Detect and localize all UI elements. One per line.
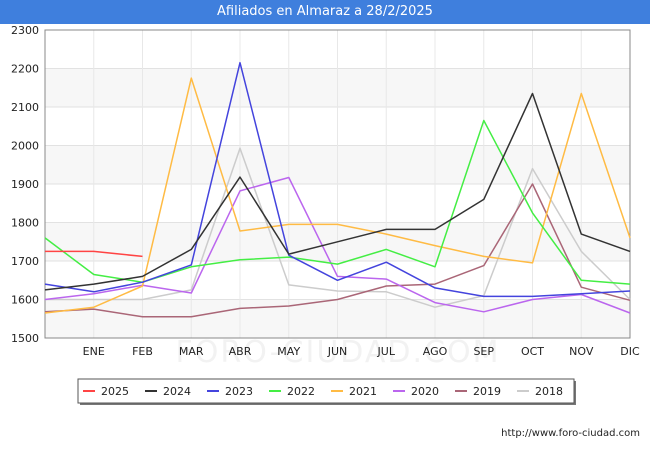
x-tick-label: ABR (229, 345, 252, 358)
series-lines (44, 61, 631, 318)
series-line-2018 (45, 147, 631, 308)
y-tick-label: 1600 (11, 294, 39, 307)
series-line-2021 (44, 77, 631, 314)
series-line-2025 (45, 250, 143, 258)
legend: 2025 2024 2023 2022 2021 2020 2019 2018 (77, 378, 576, 405)
y-axis-ticks: 1500 1600 1700 1800 1900 2000 2100 2200 2300 (11, 24, 39, 345)
x-axis-ticks: ENE FEB MAR ABR MAY JUN JUL AGO SEP OCT NOV DIC (83, 345, 640, 358)
x-tick-label: OCT (521, 345, 544, 358)
y-tick-label: 1800 (11, 217, 39, 230)
legend-label-2018: 2018 (535, 385, 563, 398)
y-tick-label: 2000 (11, 140, 39, 153)
x-tick-label: SEP (473, 345, 494, 358)
series-line-2019 (44, 183, 631, 318)
legend-label-2022: 2022 (287, 385, 315, 398)
legend-label-2023: 2023 (225, 385, 253, 398)
legend-label-2019: 2019 (473, 385, 501, 398)
legend-label-2024: 2024 (163, 385, 191, 398)
y-tick-label: 1900 (11, 178, 39, 191)
series-line-2023 (44, 61, 631, 298)
legend-label-2020: 2020 (411, 385, 439, 398)
legend-box (77, 378, 575, 404)
footer-url[interactable]: http://www.foro-ciudad.com (501, 428, 640, 439)
y-tick-label: 2300 (11, 24, 39, 37)
x-tick-label: JUL (377, 345, 396, 358)
plot-frame (44, 29, 631, 339)
x-tick-label: MAY (277, 345, 300, 358)
y-tick-label: 2200 (11, 63, 39, 76)
x-tick-label: FEB (132, 345, 153, 358)
x-tick-label: MAR (179, 345, 204, 358)
x-tick-label: DIC (620, 345, 640, 358)
legend-label-2021: 2021 (349, 385, 377, 398)
x-tick-label: ENE (83, 345, 105, 358)
chart-title: Afiliados en Almaraz a 28/2/2025 (0, 0, 650, 24)
watermark: FORO-CIUDAD.COM (176, 335, 501, 370)
y-tick-label: 2100 (11, 101, 39, 114)
x-tick-label: JUN (327, 345, 348, 358)
series-line-2024 (44, 92, 631, 291)
x-tick-label: NOV (569, 345, 594, 358)
y-tick-label: 1500 (11, 332, 39, 345)
x-tick-label: AGO (423, 345, 448, 358)
y-tick-label: 1700 (11, 255, 39, 268)
legend-label-2025: 2025 (101, 385, 129, 398)
